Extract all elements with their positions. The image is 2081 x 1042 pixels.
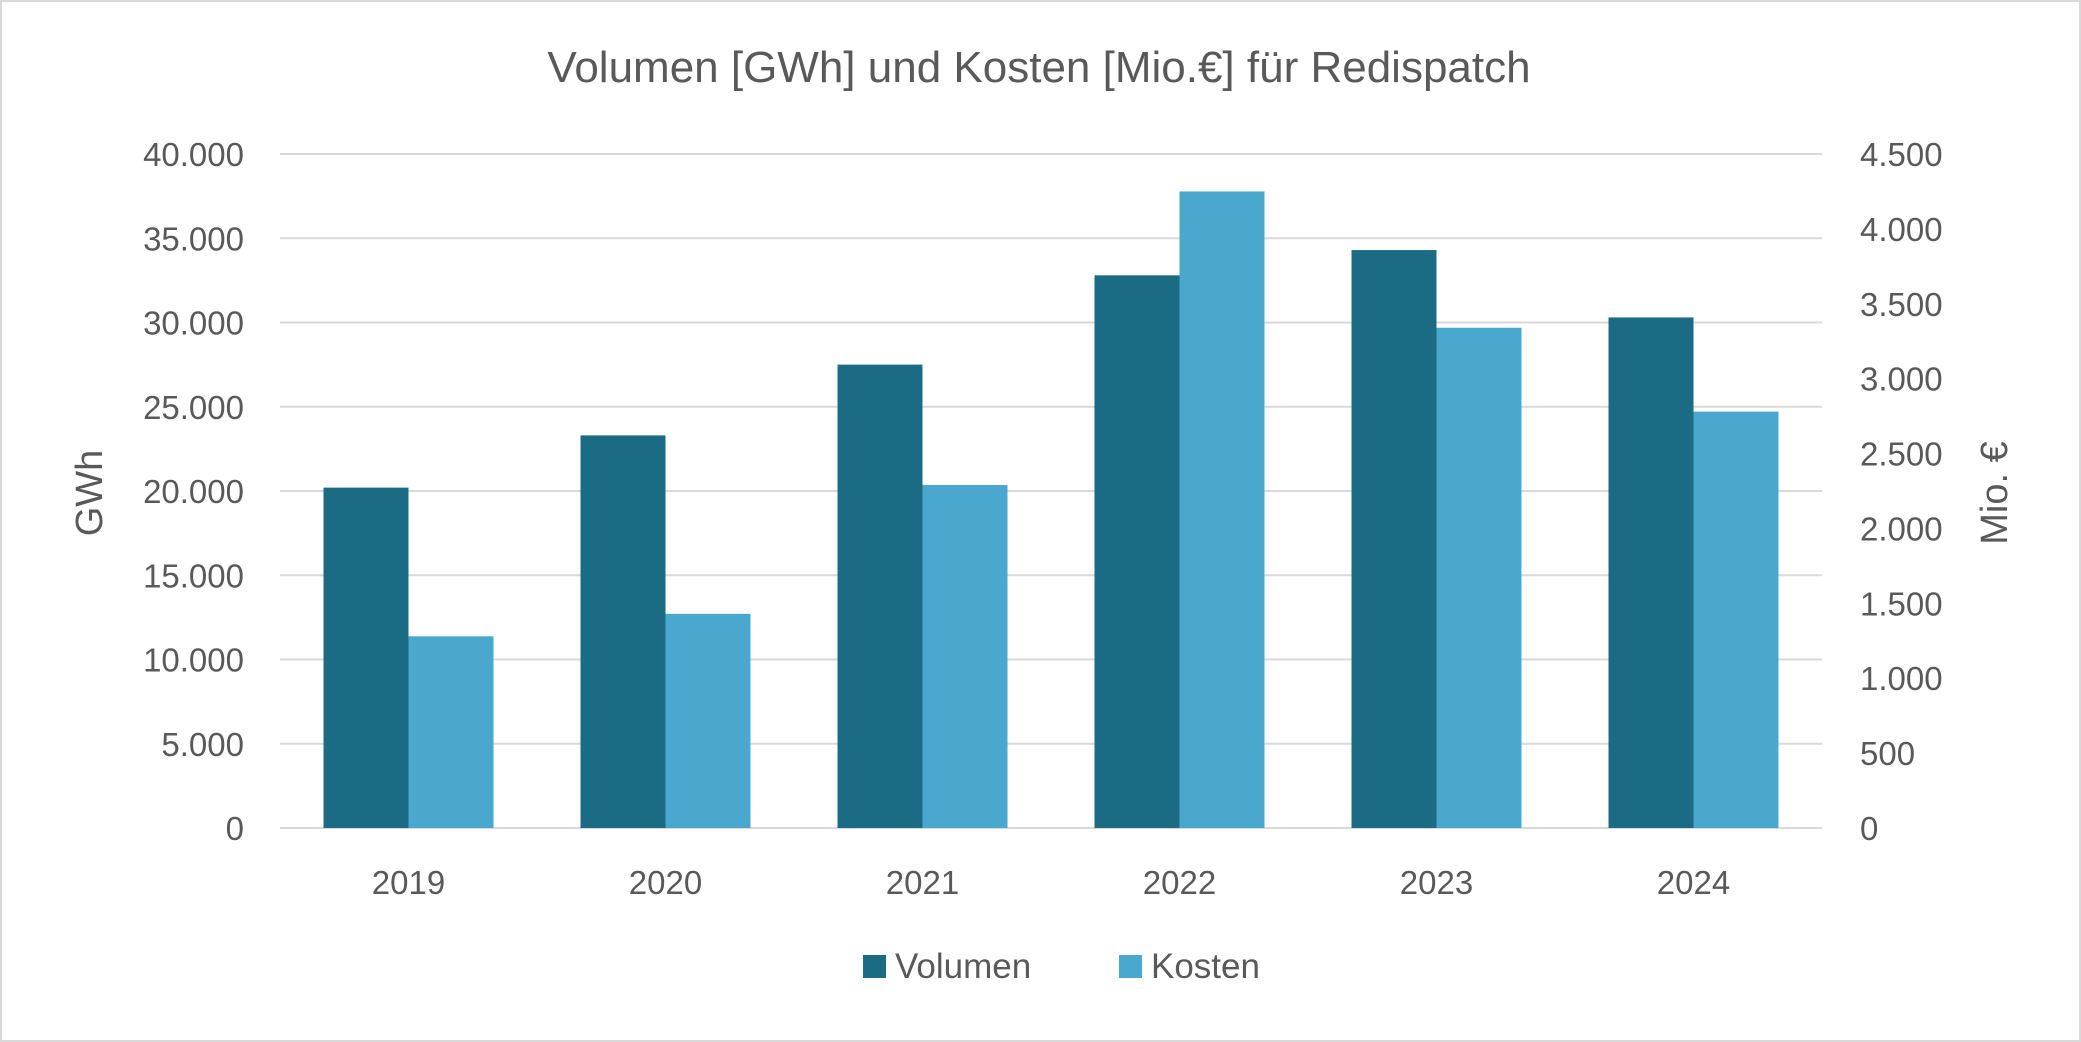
- legend-swatch-volumen: [863, 955, 886, 978]
- right-tick-label: 4.000: [1860, 211, 1943, 248]
- left-tick-label: 0: [226, 810, 244, 847]
- bar-volumen-2022: [1094, 275, 1180, 828]
- x-tick-label: 2024: [1657, 864, 1730, 901]
- left-axis-ticks: 0 5.000 10.000 15.000 20.000 25.000 30.000 35.0…: [143, 136, 244, 847]
- bars: [323, 191, 1779, 829]
- left-tick-label: 10.000: [143, 642, 244, 679]
- right-tick-label: 3.500: [1860, 286, 1943, 323]
- right-axis-title: Mio. €: [1974, 441, 2016, 544]
- left-tick-label: 25.000: [143, 389, 244, 426]
- bar-volumen-2020: [580, 435, 666, 828]
- bar-volumen-2024: [1608, 317, 1694, 828]
- right-tick-label: 0: [1860, 810, 1878, 847]
- legend-swatch-kosten: [1119, 955, 1142, 978]
- x-tick-label: 2020: [629, 864, 702, 901]
- right-tick-label: 3.000: [1860, 361, 1943, 398]
- legend-label-volumen: Volumen: [895, 947, 1031, 986]
- gridlines: [280, 153, 1822, 829]
- left-axis-title: GWh: [69, 450, 111, 537]
- left-tick-label: 15.000: [143, 557, 244, 594]
- right-axis-ticks: 0 500 1.000 1.500 2.000 2.500 3.000 3.500 4.000 4…: [1860, 136, 1943, 847]
- x-tick-label: 2019: [372, 864, 445, 901]
- bar-kosten-2022: [1179, 191, 1265, 828]
- bar-volumen-2023: [1351, 250, 1437, 829]
- x-tick-label: 2023: [1400, 864, 1473, 901]
- right-tick-label: 1.000: [1860, 660, 1943, 697]
- left-tick-label: 5.000: [161, 726, 244, 763]
- bar-kosten-2020: [665, 613, 751, 828]
- right-tick-label: 1.500: [1860, 585, 1943, 622]
- right-tick-label: 500: [1860, 735, 1915, 772]
- right-tick-label: 2.000: [1860, 510, 1943, 547]
- bar-kosten-2021: [922, 485, 1008, 828]
- chart-title: Volumen [GWh] und Kosten [Mio.€] für Red…: [547, 43, 1530, 92]
- x-tick-label: 2022: [1143, 864, 1216, 901]
- bar-volumen-2021: [837, 364, 923, 828]
- x-tick-label: 2021: [886, 864, 959, 901]
- left-tick-label: 20.000: [143, 473, 244, 510]
- left-tick-label: 40.000: [143, 136, 244, 173]
- bar-kosten-2019: [408, 636, 494, 828]
- right-tick-label: 2.500: [1860, 436, 1943, 473]
- x-axis-ticks: 2019 2020 2021 2022 2023 2024: [372, 864, 1730, 901]
- left-tick-label: 35.000: [143, 220, 244, 257]
- bar-kosten-2024: [1693, 411, 1779, 828]
- bar-kosten-2023: [1436, 327, 1522, 828]
- legend-label-kosten: Kosten: [1151, 947, 1260, 986]
- right-tick-label: 4.500: [1860, 136, 1943, 173]
- bar-volumen-2019: [323, 487, 409, 828]
- left-tick-label: 30.000: [143, 305, 244, 342]
- legend: Volumen Kosten: [863, 947, 1260, 986]
